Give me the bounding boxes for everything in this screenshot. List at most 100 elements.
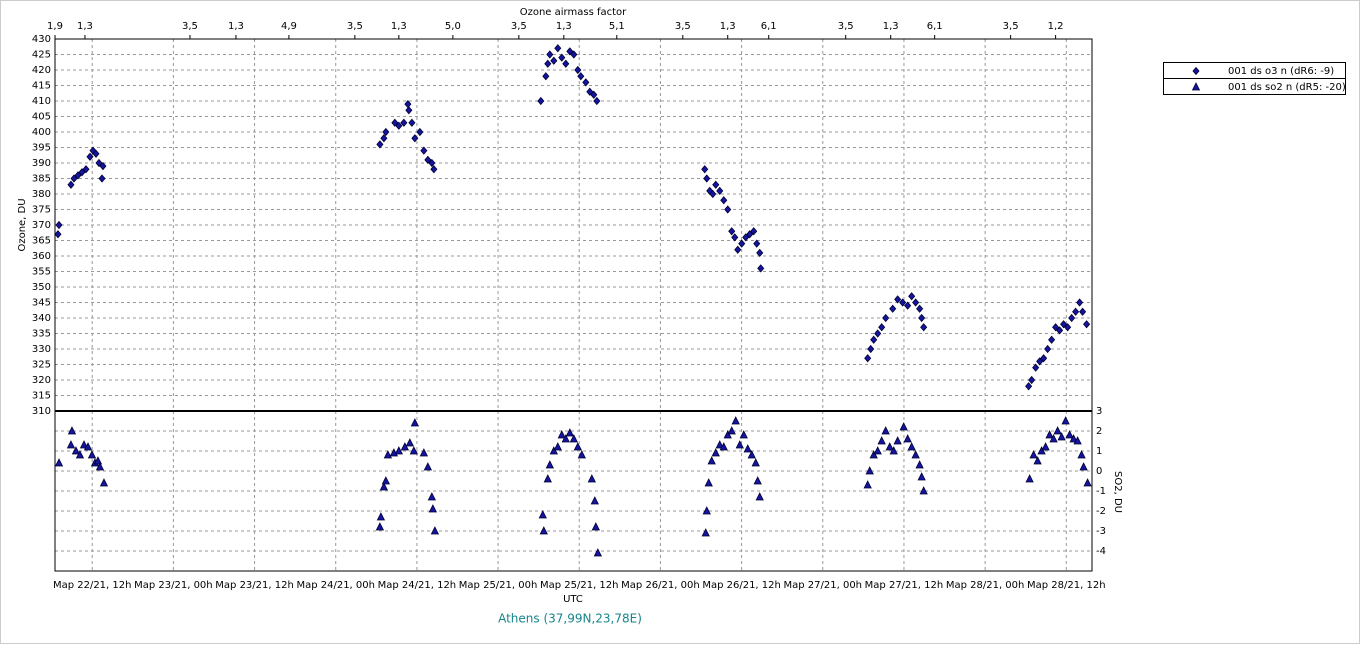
so2-point xyxy=(877,436,886,445)
ozone-point xyxy=(408,118,416,127)
ozone-point xyxy=(904,301,912,310)
ozone-point xyxy=(562,59,570,68)
y2-axis-title: SO2, DU xyxy=(1112,471,1123,513)
y-tick-label: 380 xyxy=(32,189,51,200)
top-tick-label: 1,3 xyxy=(556,21,572,32)
y2-tick-label: -2 xyxy=(1096,506,1106,517)
so2-point xyxy=(755,492,764,501)
so2-point xyxy=(1053,426,1062,435)
legend-marker xyxy=(1191,82,1201,91)
ozone-point xyxy=(753,239,761,248)
ozone-point xyxy=(1048,335,1056,344)
ozone-point xyxy=(554,44,562,53)
so2-point xyxy=(543,474,552,483)
y-tick-label: 375 xyxy=(32,205,51,216)
ozone-point xyxy=(544,59,552,68)
so2-point xyxy=(753,476,762,485)
ozone-point xyxy=(1076,298,1084,307)
ozone-point xyxy=(756,248,764,258)
so2-point xyxy=(723,430,732,439)
y-tick-label: 320 xyxy=(32,375,51,386)
so2-point xyxy=(591,522,600,531)
ozone-point xyxy=(67,180,75,189)
so2-point xyxy=(419,448,429,457)
ozone-point xyxy=(550,56,558,65)
ozone-point xyxy=(1060,320,1068,329)
so2-point xyxy=(1069,434,1078,443)
so2-point xyxy=(430,526,440,535)
so2-point xyxy=(54,458,64,467)
y-tick-label: 360 xyxy=(32,251,51,262)
ozone-point xyxy=(54,230,62,239)
y-tick-label: 345 xyxy=(32,298,51,309)
y2-tick-label: -3 xyxy=(1096,526,1106,537)
y-tick-label: 415 xyxy=(32,81,51,92)
so2-point xyxy=(379,482,389,491)
ozone-point xyxy=(1083,320,1091,329)
ozone-point xyxy=(92,149,100,158)
so2-point xyxy=(907,442,916,451)
so2-point xyxy=(87,450,97,459)
so2-point xyxy=(893,436,902,445)
so2-point xyxy=(885,442,894,451)
so2-point xyxy=(865,466,874,475)
ozone-point xyxy=(916,304,924,313)
so2-point xyxy=(715,440,724,449)
x-tick-label: Map 23/21, 12h xyxy=(215,580,294,591)
ozone-point xyxy=(416,127,424,137)
so2-point xyxy=(565,428,574,437)
so2-point xyxy=(539,526,548,535)
ozone-point xyxy=(703,174,711,183)
ozone-point xyxy=(566,47,574,56)
so2-point xyxy=(1033,456,1042,465)
so2-point xyxy=(917,472,926,481)
x-tick-label: Map 26/21, 00h xyxy=(621,580,700,591)
so2-point xyxy=(538,510,547,519)
ozone-point xyxy=(546,50,554,59)
ozone-point xyxy=(1064,323,1072,332)
so2-point xyxy=(751,458,760,467)
ozone-point xyxy=(920,323,928,332)
y2-tick-label: -1 xyxy=(1096,486,1106,497)
ozone-point xyxy=(395,121,403,130)
ozone-point xyxy=(405,106,413,115)
ozone-point xyxy=(376,140,384,149)
so2-point xyxy=(1029,450,1038,459)
so2-point xyxy=(93,456,103,465)
so2-point xyxy=(731,416,740,425)
so2-point xyxy=(911,450,920,459)
ozone-point xyxy=(1068,313,1076,323)
x-tick-label: Map 24/21, 00h xyxy=(296,580,375,591)
x-tick-label: Map 28/21, 00h xyxy=(946,580,1025,591)
y-tick-label: 325 xyxy=(32,360,51,371)
so2-point xyxy=(549,446,558,455)
so2-point xyxy=(99,478,109,487)
so2-point xyxy=(1077,450,1086,459)
top-tick-label: 3,5 xyxy=(182,21,198,32)
so2-point xyxy=(95,462,105,471)
y-tick-label: 350 xyxy=(32,282,51,293)
ozone-point xyxy=(70,174,78,183)
ozone-point xyxy=(582,78,590,87)
so2-point xyxy=(915,460,924,469)
ozone-point xyxy=(750,227,758,236)
ozone-point xyxy=(709,189,717,199)
ozone-point xyxy=(424,155,432,165)
so2-point xyxy=(747,450,756,459)
so2-point xyxy=(1065,430,1074,439)
top-axis-title: Ozone airmass factor xyxy=(520,7,627,18)
so2-point xyxy=(381,476,390,485)
so2-point xyxy=(1061,416,1070,425)
legend-label: 001 ds so2 n (dR5: -20) xyxy=(1228,82,1346,93)
ozone-point xyxy=(757,264,765,273)
ozone-point xyxy=(1028,375,1036,385)
so2-point xyxy=(727,426,736,435)
ozone-point xyxy=(731,233,739,242)
ozone-point xyxy=(1056,326,1064,335)
y-tick-label: 395 xyxy=(32,143,51,154)
so2-point xyxy=(739,430,748,439)
ozone-point xyxy=(558,53,566,62)
y-tick-label: 400 xyxy=(32,127,51,138)
top-tick-label: 1,3 xyxy=(720,21,736,32)
